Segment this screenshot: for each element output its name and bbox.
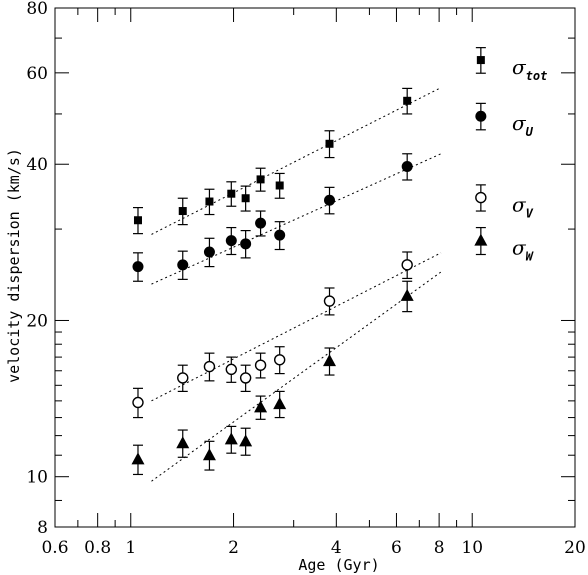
y-tick-label: 8 <box>37 518 48 538</box>
legend-marker <box>475 191 487 204</box>
legend-label-subscript: V <box>526 207 534 221</box>
x-tick-label: 20 <box>564 538 586 558</box>
data-point <box>177 259 189 271</box>
legend-label: σtot <box>512 55 547 83</box>
data-point <box>132 261 144 273</box>
y-axis-title: velocity dispersion (km/s) <box>5 148 23 383</box>
data-points <box>131 87 414 476</box>
x-tick-label: 10 <box>461 538 483 558</box>
legend-label-subscript: W <box>526 250 535 264</box>
legend-marker <box>475 110 487 122</box>
data-point <box>274 229 286 241</box>
data-point <box>203 246 215 258</box>
x-tick-label: 8 <box>434 538 445 558</box>
y-tick-label: 60 <box>26 64 48 84</box>
data-point <box>254 359 267 371</box>
data-point <box>132 396 144 409</box>
legend-label: σW <box>512 236 535 264</box>
data-point <box>324 194 336 206</box>
y-tick-label: 10 <box>26 468 48 488</box>
data-point <box>401 160 413 172</box>
x-tick-label: 0.8 <box>84 538 111 558</box>
legend-label: σU <box>512 111 534 139</box>
data-point <box>403 96 412 105</box>
fit-line <box>151 252 442 402</box>
x-tick-label: 1 <box>125 538 136 558</box>
data-point <box>241 194 250 203</box>
data-point <box>202 448 216 461</box>
data-point <box>133 216 142 225</box>
legend-label: σV <box>512 193 534 221</box>
data-point <box>225 235 237 247</box>
fit-lines <box>151 87 442 482</box>
fit-line <box>151 153 442 285</box>
data-point <box>323 295 336 307</box>
data-point <box>400 288 414 301</box>
data-point <box>239 434 253 447</box>
data-point <box>131 452 145 465</box>
data-point <box>275 181 284 190</box>
legend-label-subscript: tot <box>526 69 548 83</box>
data-point <box>255 217 267 229</box>
data-point <box>401 259 413 271</box>
y-tick-label: 20 <box>26 311 48 331</box>
data-point <box>205 197 214 206</box>
legend: σtot σU σV σW <box>474 47 547 264</box>
data-point <box>273 397 287 410</box>
legend-marker <box>476 56 485 65</box>
data-point <box>177 372 189 384</box>
data-point <box>176 436 190 449</box>
x-tick-label: 2 <box>228 538 239 558</box>
data-point <box>225 363 238 376</box>
legend-marker <box>474 233 488 246</box>
axes: 0.6 0.8 1 2 4 6 8 10 20 8 10 20 40 60 80 <box>26 0 585 558</box>
legend-label-subscript: U <box>526 125 534 139</box>
data-point <box>256 175 265 184</box>
y-tick-label: 80 <box>26 0 48 19</box>
plot-frame <box>54 7 576 528</box>
data-point <box>239 372 252 384</box>
x-axis-title: Age (Gyr) <box>298 556 379 574</box>
data-point <box>178 207 187 216</box>
data-point <box>240 238 252 250</box>
data-point <box>273 354 286 366</box>
x-tick-label: 4 <box>331 538 342 558</box>
data-point <box>203 360 216 373</box>
data-point <box>227 189 236 198</box>
data-point <box>325 139 334 148</box>
x-tick-label: 6 <box>391 538 402 558</box>
fit-line <box>151 271 442 482</box>
y-tick-label: 40 <box>26 155 48 175</box>
data-point <box>323 354 337 367</box>
data-point <box>224 432 238 445</box>
x-tick-label: 0.6 <box>41 538 68 558</box>
data-point <box>254 400 268 413</box>
fit-line <box>151 87 442 235</box>
